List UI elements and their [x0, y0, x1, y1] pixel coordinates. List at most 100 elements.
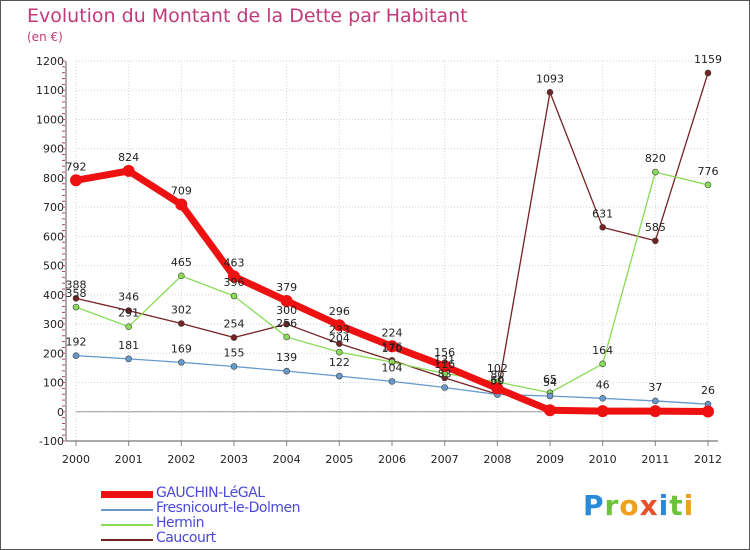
data-point — [178, 272, 185, 280]
data-point — [491, 382, 504, 395]
logo-letter: r — [604, 489, 620, 522]
data-point — [125, 323, 132, 331]
x-tick-label: 2005 — [325, 453, 353, 466]
data-point — [652, 168, 659, 176]
chart-subtitle: (en €) — [27, 30, 63, 44]
data-label: 300 — [276, 304, 297, 317]
data-point — [336, 372, 343, 380]
data-point — [122, 164, 135, 177]
data-point — [283, 320, 290, 328]
series-layer — [70, 69, 714, 418]
data-label: 396 — [224, 276, 245, 289]
legend-swatch — [101, 539, 153, 541]
legend-swatch — [101, 524, 153, 526]
data-point — [333, 319, 346, 332]
data-label: 60 — [490, 374, 504, 387]
data-label: 181 — [118, 339, 139, 352]
data-label: 256 — [276, 317, 297, 330]
data-point — [544, 404, 556, 417]
data-label: 254 — [224, 318, 245, 331]
y-tick-label: 300 — [43, 318, 64, 331]
data-label: 792 — [66, 160, 87, 173]
data-label: 164 — [592, 344, 613, 357]
data-label: 233 — [329, 324, 350, 337]
data-label: 169 — [171, 342, 192, 355]
data-label: 170 — [382, 342, 403, 355]
data-label: 346 — [118, 291, 139, 304]
x-tick-label: 2002 — [167, 453, 195, 466]
y-tick-label: 900 — [43, 143, 64, 156]
data-label: 83 — [438, 368, 452, 381]
data-label: 26 — [701, 384, 715, 397]
proxiti-logo: Proxiti — [583, 489, 694, 522]
y-tick-label: 800 — [43, 172, 64, 185]
x-tick-label: 2006 — [378, 453, 406, 466]
data-point — [652, 237, 659, 245]
data-label: 1159 — [694, 53, 722, 66]
data-label: 59 — [490, 375, 504, 388]
data-label: 358 — [66, 287, 87, 300]
data-point — [72, 352, 80, 359]
data-point — [388, 378, 396, 385]
data-label: 155 — [224, 346, 245, 359]
y-tick-label: 1200 — [36, 55, 64, 68]
logo-letter: t — [669, 489, 684, 522]
data-label: 463 — [224, 256, 245, 269]
y-tick-label: 1100 — [36, 84, 64, 97]
data-point — [599, 360, 606, 368]
y-tick-label: 1000 — [36, 113, 64, 126]
data-label: 824 — [118, 151, 139, 164]
x-tick-label: 2003 — [220, 453, 248, 466]
data-label: 776 — [698, 165, 719, 178]
data-point — [441, 384, 448, 391]
data-point — [125, 307, 132, 314]
data-point — [388, 358, 396, 366]
data-point — [280, 294, 293, 307]
data-point — [230, 292, 238, 300]
logo-letter: i — [683, 489, 695, 522]
logo-letter: o — [619, 489, 640, 522]
data-label: 388 — [66, 278, 87, 291]
data-label: 46 — [596, 378, 610, 391]
data-point — [72, 303, 80, 311]
y-tick-label: 500 — [43, 260, 64, 273]
y-tick-label: 600 — [43, 230, 64, 243]
x-tick-label: 2012 — [694, 453, 722, 466]
data-label: 1093 — [536, 72, 564, 85]
legend-label: GAUCHIN-LéGAL — [156, 485, 265, 501]
data-point — [704, 69, 712, 77]
data-labels: 792 824 709 463 379 296 224 156 80 192 181 169 155 13… — [66, 53, 723, 397]
data-point — [125, 355, 132, 363]
data-label: 139 — [276, 351, 297, 364]
data-point — [386, 340, 398, 353]
data-label: 54 — [543, 376, 557, 389]
data-label: 709 — [171, 185, 192, 198]
chart-title: Evolution du Montant de la Dette par Hab… — [27, 5, 468, 27]
data-point — [283, 367, 290, 375]
logo-letter: P — [583, 489, 605, 522]
data-point — [178, 359, 185, 366]
data-point — [230, 363, 238, 370]
y-tick-label: 200 — [43, 347, 64, 360]
data-point — [599, 224, 606, 231]
y-tick-label: 400 — [43, 289, 64, 302]
x-tick-label: 2010 — [589, 453, 617, 466]
data-point — [178, 320, 185, 327]
data-label: 631 — [592, 207, 613, 220]
data-label: 379 — [276, 281, 297, 294]
data-point — [70, 174, 82, 187]
x-tick-label: 2009 — [536, 453, 564, 466]
data-point — [546, 88, 554, 96]
data-label: 585 — [645, 221, 666, 234]
data-point — [702, 405, 714, 418]
data-point — [438, 360, 451, 373]
data-point — [72, 295, 80, 302]
data-point — [599, 395, 606, 402]
data-point — [649, 405, 662, 418]
legend-swatch — [101, 509, 153, 511]
x-tick-label: 2000 — [62, 453, 90, 466]
x-tick-label: 2011 — [641, 453, 669, 466]
legend-label: Hermin — [156, 515, 205, 531]
x-tick-label: 2008 — [483, 453, 511, 466]
